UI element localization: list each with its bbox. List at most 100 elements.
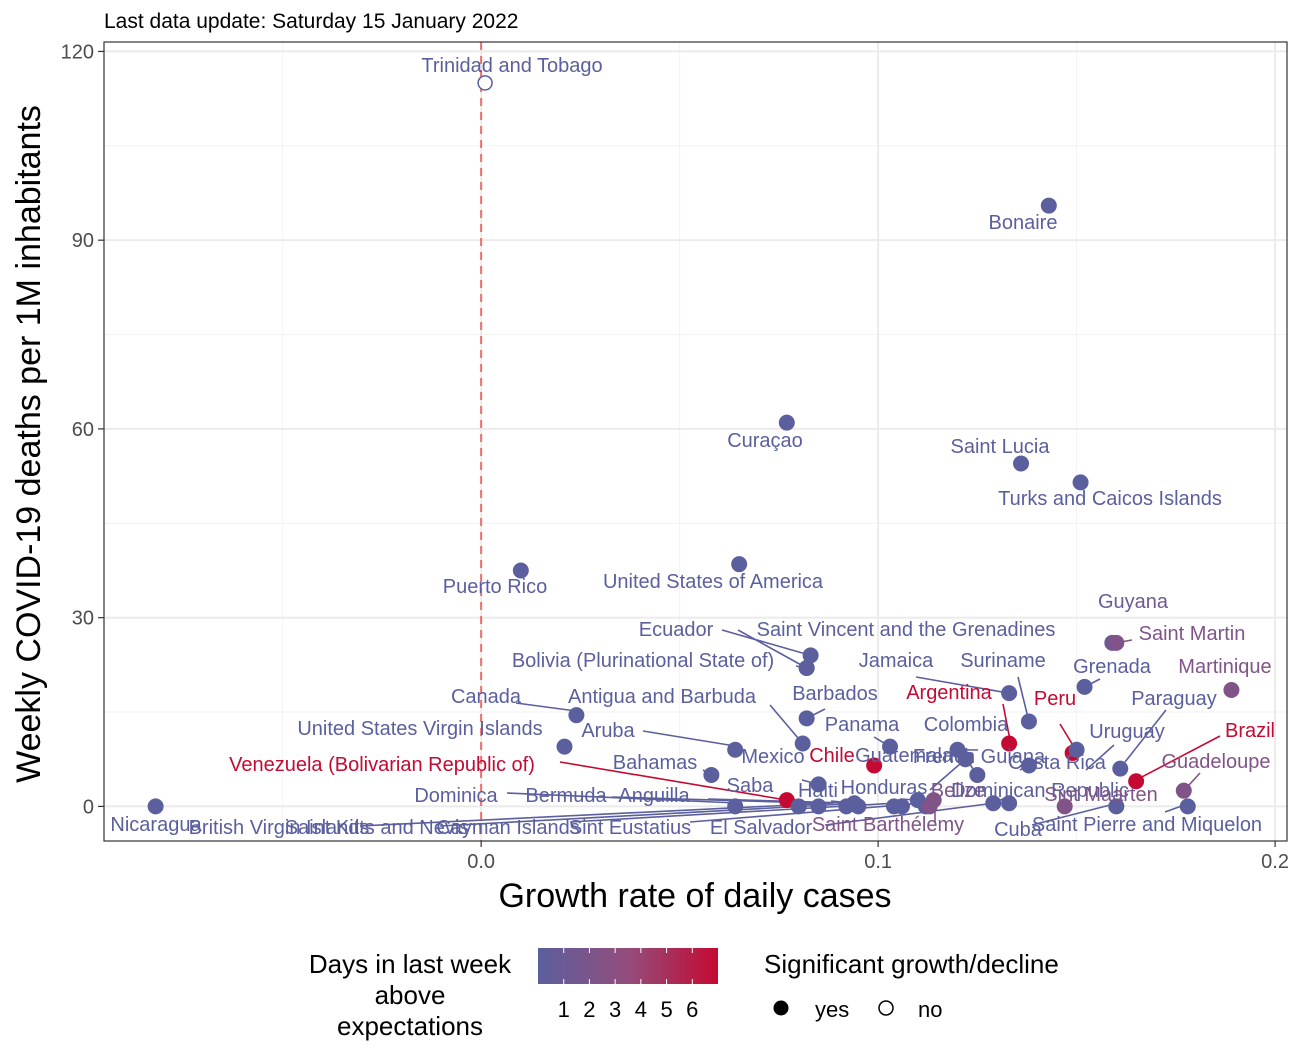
label-leader-line bbox=[689, 802, 926, 823]
point-label: Uruguay bbox=[1089, 721, 1165, 743]
data-point bbox=[1108, 634, 1125, 651]
point-label: British Virgin Islands bbox=[189, 817, 370, 839]
data-point bbox=[731, 556, 748, 573]
data-point bbox=[703, 766, 720, 783]
legend-color-tick-label: 3 bbox=[609, 997, 621, 1022]
data-point bbox=[798, 710, 815, 727]
data-point bbox=[1020, 713, 1037, 730]
data-point-hollow bbox=[477, 75, 493, 91]
point-label: Suriname bbox=[960, 650, 1046, 672]
point-label: Dominican Republic bbox=[951, 780, 1129, 802]
y-tick-label: 120 bbox=[61, 41, 94, 63]
label-leader-line bbox=[1002, 703, 1011, 741]
data-point bbox=[810, 776, 827, 793]
legend-color-title-line: Days in last week bbox=[309, 949, 512, 979]
point-label: Saint Lucia bbox=[951, 436, 1051, 458]
x-tick-label: 0.2 bbox=[1261, 851, 1289, 873]
point-label: Saba bbox=[727, 775, 775, 797]
data-point bbox=[1068, 741, 1085, 758]
point-label: Sint Maarten bbox=[1044, 784, 1157, 806]
legend-color-tick-label: 1 bbox=[558, 997, 570, 1022]
point-label: Ecuador bbox=[639, 619, 714, 641]
point-label: Curaçao bbox=[727, 430, 803, 452]
data-point bbox=[866, 757, 883, 774]
y-tick-label: 90 bbox=[72, 230, 94, 252]
point-label: Dominica bbox=[414, 785, 498, 807]
data-point bbox=[1056, 798, 1073, 815]
data-point bbox=[810, 798, 827, 815]
data-point bbox=[1175, 782, 1192, 799]
y-axis-ticks: 0 30 60 90 120 bbox=[61, 41, 104, 818]
data-point bbox=[1128, 773, 1145, 790]
data-point bbox=[1040, 197, 1057, 214]
data-point bbox=[1020, 757, 1037, 774]
data-point bbox=[957, 751, 974, 768]
label-leader-line bbox=[359, 802, 835, 827]
y-tick-label: 0 bbox=[83, 796, 94, 818]
point-label: Bolivia (Plurinational State of) bbox=[512, 650, 774, 672]
data-point bbox=[1072, 474, 1089, 491]
point-label: Martinique bbox=[1178, 656, 1271, 678]
y-tick-label: 30 bbox=[72, 608, 94, 630]
point-label: Cuba bbox=[994, 819, 1043, 841]
point-label: Guatemala bbox=[855, 745, 954, 767]
point-label: United States of America bbox=[603, 571, 824, 593]
point-label: Barbados bbox=[792, 683, 878, 705]
data-point bbox=[1112, 760, 1129, 777]
point-label: Nicaragua bbox=[110, 814, 202, 836]
x-tick-label: 0.0 bbox=[467, 851, 495, 873]
data-point bbox=[969, 766, 986, 783]
point-label: Colombia bbox=[924, 714, 1009, 736]
x-axis-label: Growth rate of daily cases bbox=[498, 877, 891, 915]
point-label: Saint Vincent and the Grenadines bbox=[757, 619, 1056, 641]
point-label: Jamaica bbox=[859, 650, 934, 672]
data-points bbox=[147, 75, 1240, 815]
data-point bbox=[727, 798, 744, 815]
legend-hollow-circle-icon bbox=[878, 1000, 894, 1016]
data-point bbox=[790, 798, 807, 815]
point-label: Paraguay bbox=[1131, 688, 1217, 710]
y-tick-label: 60 bbox=[72, 419, 94, 441]
point-label: United States Virgin Islands bbox=[297, 718, 542, 740]
point-label: Antigua and Barbuda bbox=[568, 686, 757, 708]
point-label: Chile bbox=[809, 745, 855, 767]
point-label: Haiti bbox=[798, 780, 838, 802]
point-label: Anguilla bbox=[618, 785, 690, 807]
data-point bbox=[1223, 682, 1240, 699]
data-point bbox=[798, 659, 815, 676]
point-label: Guyana bbox=[1098, 591, 1169, 613]
point-label: Argentina bbox=[906, 682, 992, 704]
legend-color-tick-label: 6 bbox=[686, 997, 698, 1022]
point-label: El Salvador bbox=[710, 817, 813, 839]
point-label: Bonaire bbox=[989, 212, 1058, 234]
legend-shape-label-yes: yes bbox=[815, 997, 849, 1022]
legend-filled-circle-icon bbox=[773, 1000, 789, 1016]
legend-color-bar bbox=[538, 948, 718, 984]
point-label: Saint Martin bbox=[1139, 623, 1246, 645]
point-label: Turks and Caicos Islands bbox=[998, 488, 1222, 510]
point-label: Bahamas bbox=[613, 752, 698, 774]
point-label: Cayman Islands bbox=[436, 817, 579, 839]
label-leader-line bbox=[1124, 709, 1167, 763]
data-point bbox=[985, 795, 1002, 812]
point-label: Sint Eustatius bbox=[569, 817, 691, 839]
label-leader-line bbox=[1085, 744, 1115, 771]
point-label: Canada bbox=[451, 686, 522, 708]
point-label: Saint Pierre and Miquelon bbox=[1032, 814, 1262, 836]
label-leader-line bbox=[559, 761, 787, 801]
label-leader-line bbox=[515, 702, 577, 712]
data-point bbox=[1076, 678, 1093, 695]
point-label: Saint Barthélemy bbox=[812, 814, 964, 836]
data-point bbox=[1108, 798, 1125, 815]
data-point bbox=[882, 738, 899, 755]
data-point bbox=[778, 792, 795, 809]
point-label: Mexico bbox=[741, 746, 804, 768]
legend-color-title-line: above bbox=[375, 980, 446, 1010]
data-point bbox=[778, 414, 795, 431]
label-leader-line bbox=[1031, 802, 1119, 826]
legend-color-tick-label: 5 bbox=[660, 997, 672, 1022]
chart-subtitle: Last data update: Saturday 15 January 20… bbox=[104, 10, 518, 33]
legend-shape-label-no: no bbox=[918, 997, 942, 1022]
point-label: Venezuela (Bolivarian Republic of) bbox=[229, 754, 535, 776]
